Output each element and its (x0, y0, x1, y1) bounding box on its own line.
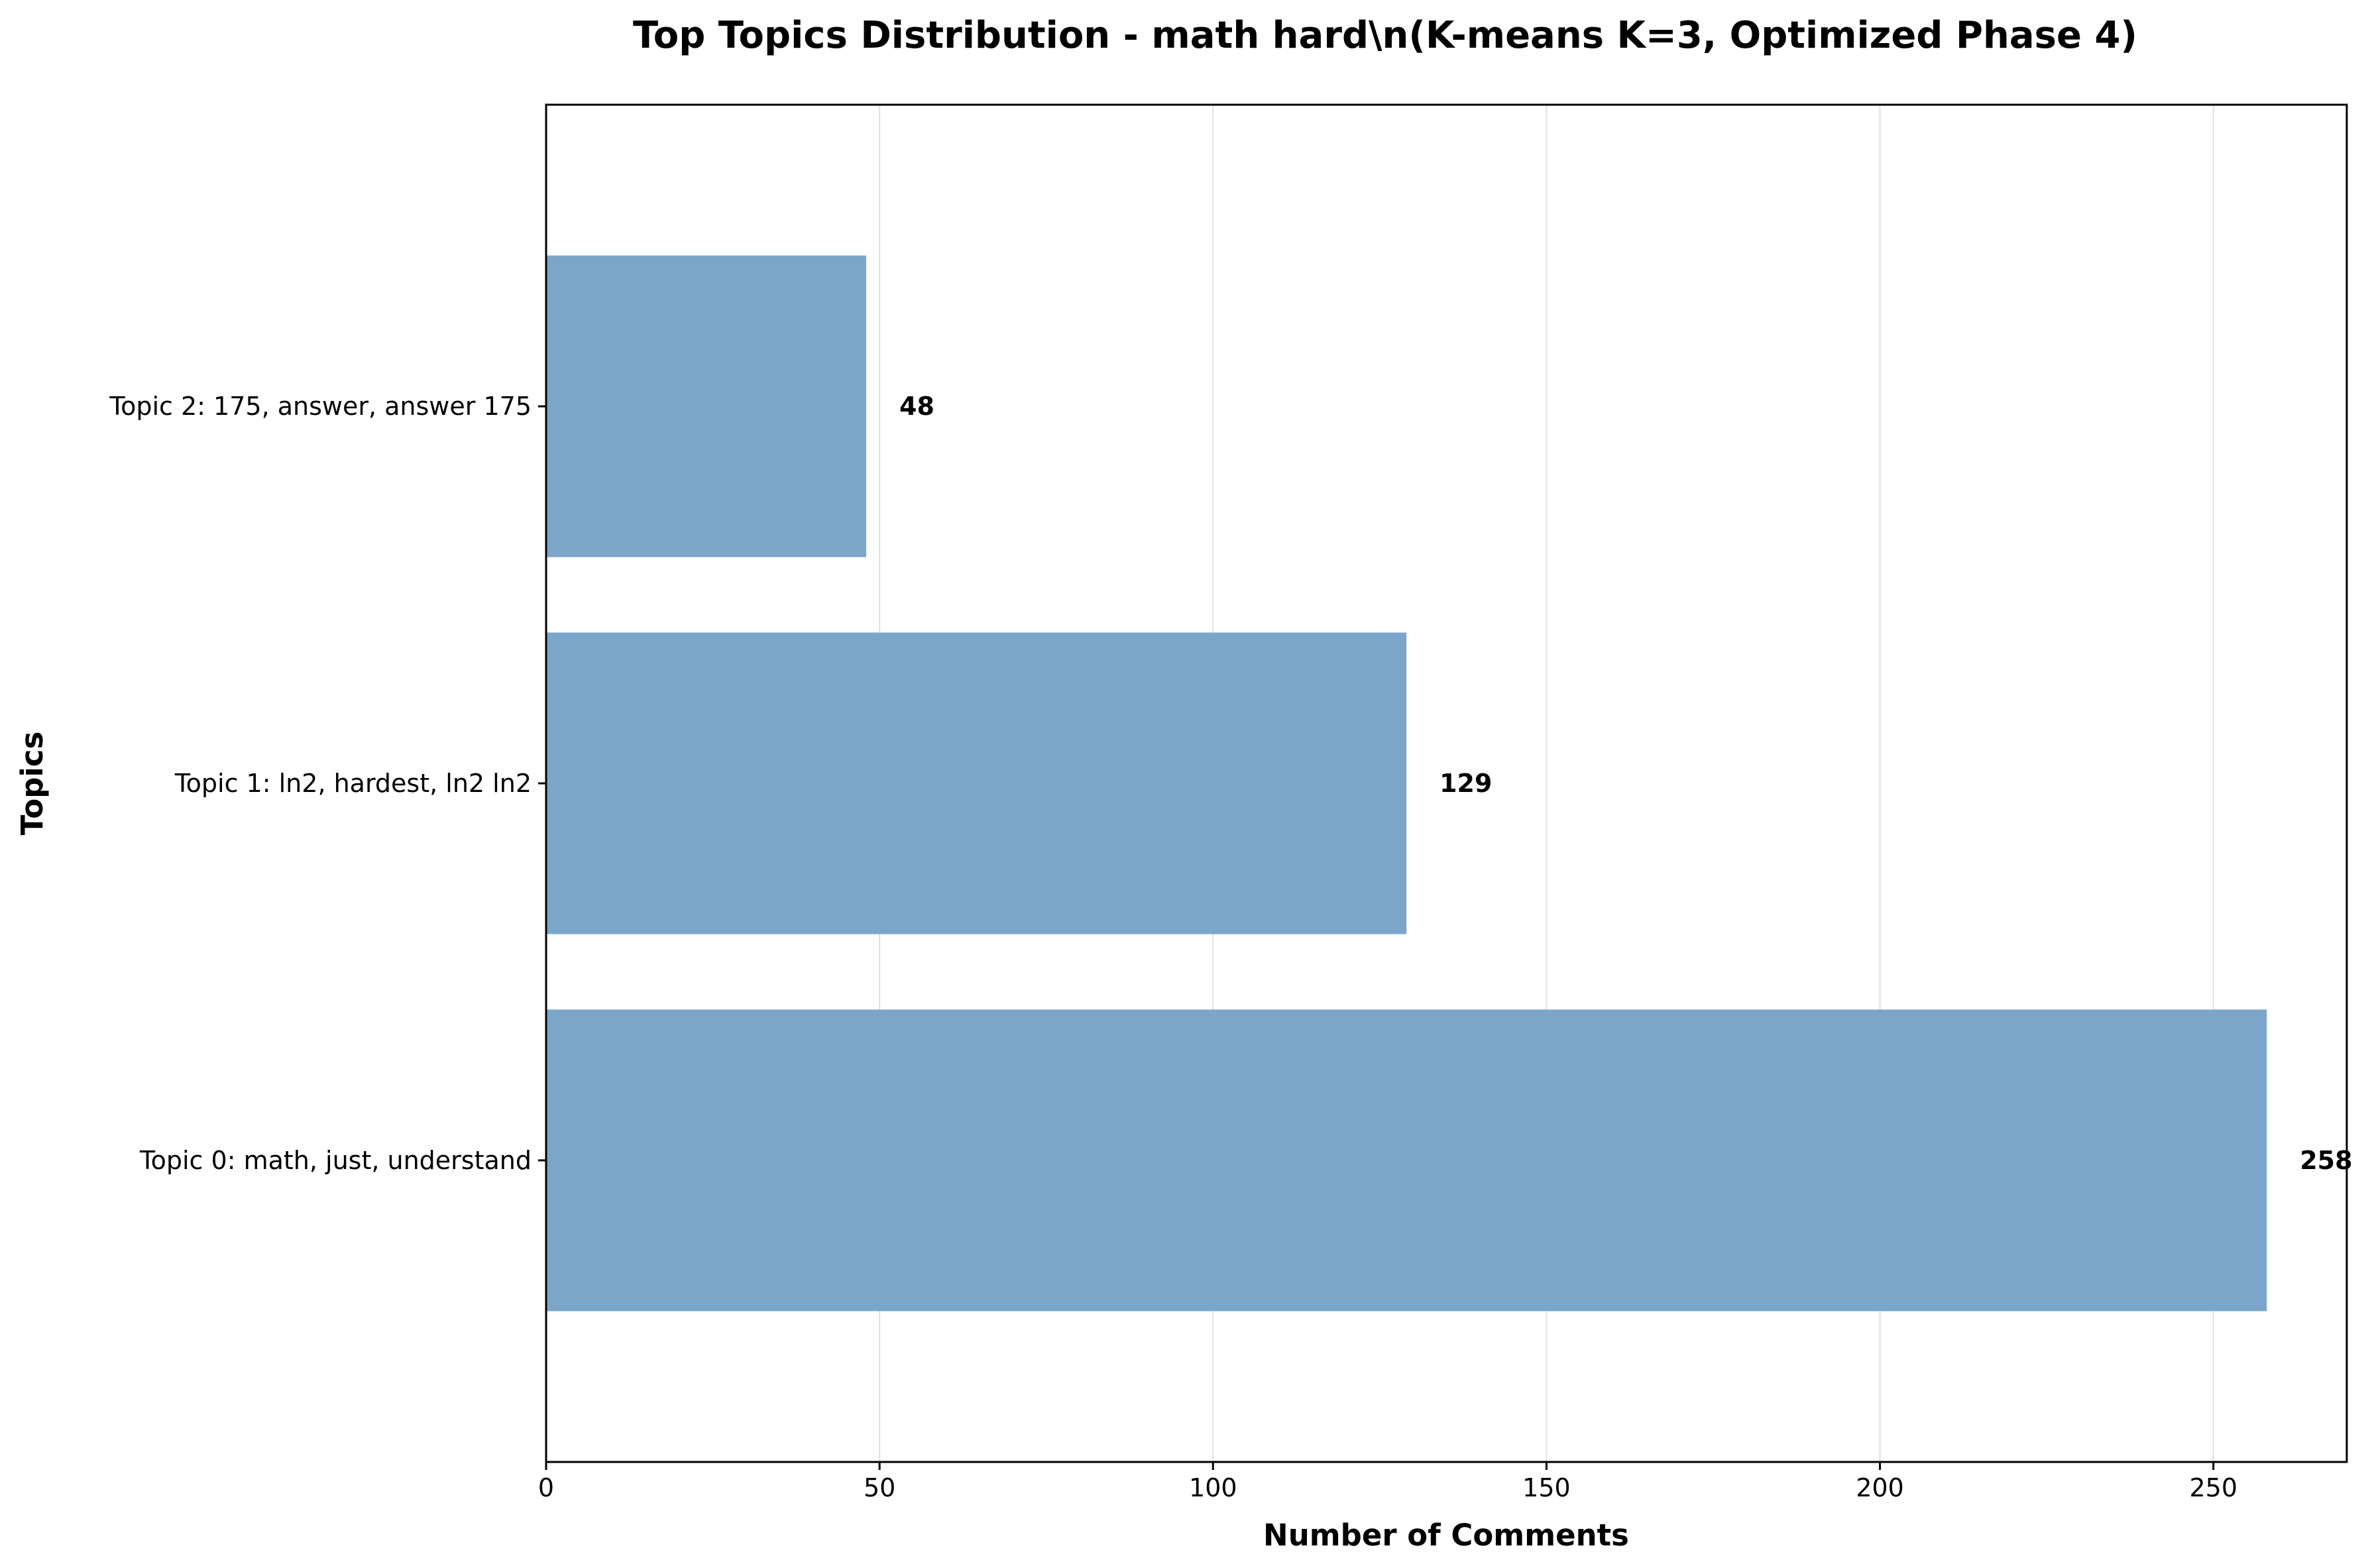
x-axis-label: Number of Comments (1263, 1518, 1629, 1553)
x-tick-label-0: 0 (538, 1473, 554, 1502)
bar-0 (546, 1009, 2267, 1312)
bar-1 (546, 632, 1407, 934)
bar-2 (546, 255, 867, 557)
y-tick-label-0: Topic 0: math, just, understand (139, 1146, 532, 1175)
data-label-1: 129 (1439, 769, 1492, 798)
y-axis-label: Topics (15, 732, 50, 836)
bars (546, 255, 2267, 1312)
data-label-0: 258 (2300, 1146, 2352, 1175)
x-tick-label-2: 100 (1189, 1473, 1237, 1502)
chart-title: Top Topics Distribution - math hard\n(K-… (633, 14, 2137, 57)
y-tick-label-2: Topic 2: 175, answer, answer 175 (109, 392, 532, 421)
x-tick-label-4: 200 (1856, 1473, 1904, 1502)
data-label-2: 48 (899, 392, 934, 421)
y-axis-ticks: Topic 0: math, just, understand Topic 1: … (109, 392, 546, 1175)
data-labels: 258 129 48 (899, 392, 2353, 1175)
x-axis-ticks: 0 50 100 150 200 250 (538, 1462, 2237, 1502)
x-tick-label-1: 50 (864, 1473, 895, 1502)
y-tick-label-1: Topic 1: ln2, hardest, ln2 ln2 (174, 769, 532, 798)
x-tick-label-3: 150 (1522, 1473, 1571, 1502)
x-tick-label-5: 250 (2189, 1473, 2237, 1502)
